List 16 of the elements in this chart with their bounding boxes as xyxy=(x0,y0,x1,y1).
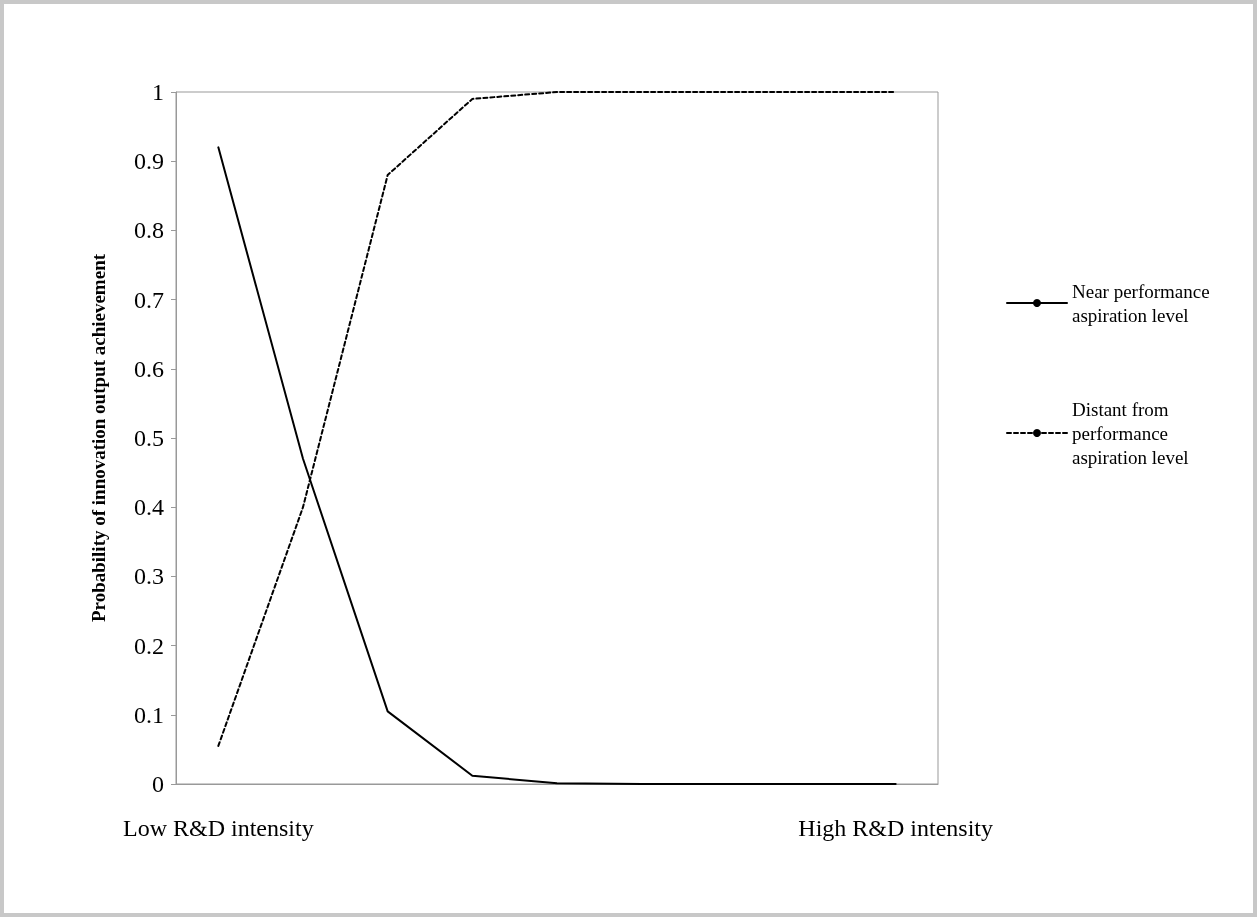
x-tick-label: Low R&D intensity xyxy=(123,815,314,841)
legend-label: Near performance aspiration level xyxy=(1072,280,1215,326)
y-tick-label: 0.1 xyxy=(134,701,164,728)
y-tick-label: 0.9 xyxy=(134,148,164,175)
y-tick-label: 0 xyxy=(152,771,164,797)
legend-label: Distant from performance aspiration level xyxy=(1072,398,1189,468)
y-tick-label: 1 xyxy=(152,79,164,105)
y-axis-title: Probability of innovation output achievement xyxy=(88,253,109,623)
x-tick-label: High R&D intensity xyxy=(798,815,993,841)
y-tick-label: 0.8 xyxy=(134,217,164,244)
y-tick-label: 0.5 xyxy=(134,425,164,451)
y-tick-label: 0.6 xyxy=(134,355,164,382)
y-tick-label: 0.7 xyxy=(134,286,164,313)
y-tick-label: 0.4 xyxy=(134,494,164,521)
y-tick-label: 0.2 xyxy=(134,632,164,659)
y-tick-label: 0.3 xyxy=(134,563,164,590)
